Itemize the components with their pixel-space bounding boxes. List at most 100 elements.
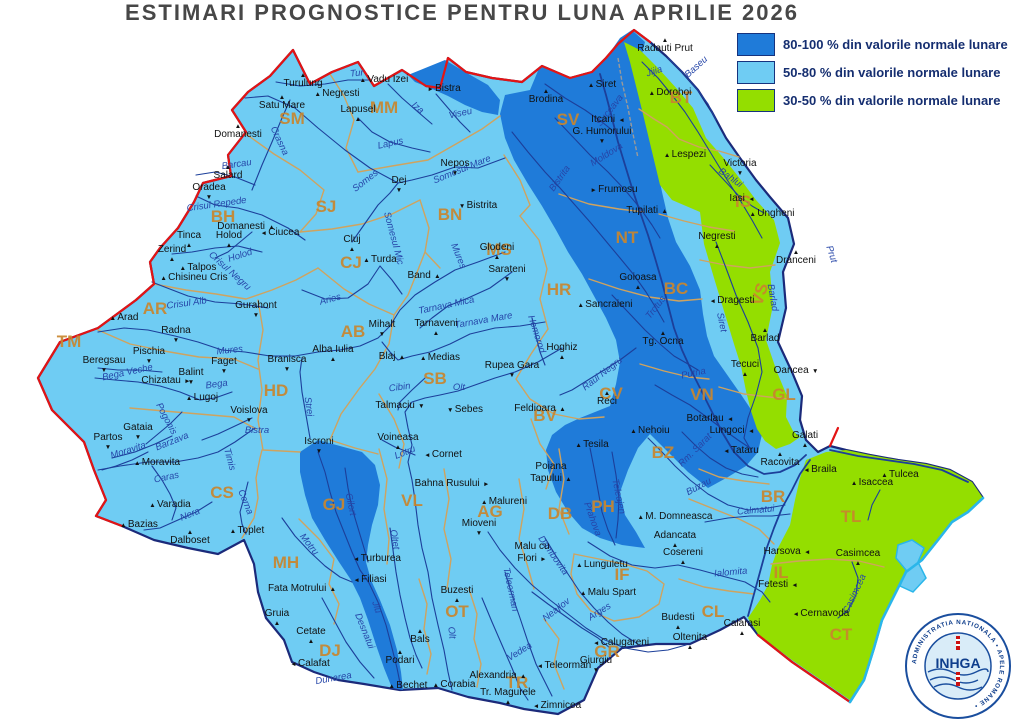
station-label: Branisca bbox=[268, 354, 307, 365]
station-label: ▲ Varadia bbox=[149, 499, 191, 510]
station-marker: ▲ bbox=[330, 356, 336, 363]
legend: 80-100 % din valorile normale lunare 50-8… bbox=[737, 33, 1008, 112]
station-marker: ▲ bbox=[279, 94, 285, 101]
river-label: Jiu bbox=[369, 599, 384, 616]
station-label: Turulung bbox=[283, 78, 322, 89]
river-label: Barcau bbox=[221, 157, 253, 172]
station-label: Faget bbox=[211, 356, 237, 367]
station-label: Salard bbox=[214, 170, 243, 181]
station-marker: ▲ bbox=[762, 327, 768, 334]
station-label: ▼ Sebes bbox=[447, 404, 483, 415]
county-code-OT: OT bbox=[445, 602, 469, 621]
county-code-AG: AG bbox=[477, 502, 503, 521]
station-label: Tecuci bbox=[731, 359, 759, 370]
station-label: ▲ Sancraieni bbox=[577, 299, 632, 310]
logo-gauge-staff bbox=[956, 636, 960, 686]
station-label: ◄ Braila bbox=[803, 464, 837, 475]
river-label: Olt bbox=[445, 626, 457, 640]
station-marker: ▲ bbox=[855, 560, 861, 567]
county-code-AB: AB bbox=[341, 322, 366, 341]
county-code-VL: VL bbox=[401, 491, 423, 510]
station-label: ▲ Turda bbox=[363, 254, 397, 265]
station-label: ◄ Filiasi bbox=[353, 574, 386, 585]
station-marker: ▼ bbox=[221, 368, 227, 375]
river-label: Viseu bbox=[448, 106, 474, 122]
river-label: Gilort bbox=[343, 492, 359, 517]
zone-dark-carpathian-east bbox=[500, 30, 762, 548]
station-label: Dalboset bbox=[170, 535, 210, 546]
station-marker: ▲ bbox=[802, 442, 808, 449]
station-label: Dej bbox=[391, 175, 406, 186]
station-label: Glodeni bbox=[480, 242, 514, 253]
station-label: Adancata bbox=[654, 530, 697, 541]
river-label: Tur bbox=[350, 67, 365, 79]
station-label: ▲ Malureni bbox=[481, 496, 527, 507]
station-marker: ▼ bbox=[452, 170, 458, 177]
station-label: Zerind bbox=[158, 244, 186, 255]
station-marker: ▲ bbox=[660, 330, 666, 337]
station-marker: ▲ bbox=[417, 628, 423, 635]
county-code-BT: BT bbox=[670, 88, 693, 107]
station-marker: ▲ bbox=[235, 123, 241, 130]
county-code-IS: IS bbox=[735, 192, 751, 211]
station-marker: ▲ bbox=[662, 37, 668, 44]
station-label: Hoghiz bbox=[546, 342, 577, 353]
county-code-DJ: DJ bbox=[319, 641, 341, 660]
station-marker: ▲ bbox=[395, 444, 401, 451]
county-code-BH: BH bbox=[211, 207, 236, 226]
station-label: ▲ Negresti bbox=[315, 88, 360, 99]
river-label: Lapus bbox=[377, 135, 405, 151]
station-marker: ▲ bbox=[793, 249, 799, 256]
county-code-CL: CL bbox=[702, 602, 725, 621]
station-label: ◄ Calugareni bbox=[593, 637, 649, 648]
county-code-HD: HD bbox=[264, 381, 289, 400]
zone-green-moldova-east bbox=[624, 42, 800, 449]
station-label: Band ▲ bbox=[407, 270, 440, 281]
station-label: Victoria bbox=[723, 158, 757, 169]
county-code-HR: HR bbox=[547, 280, 572, 299]
station-label: Mioveni bbox=[462, 518, 496, 529]
station-marker: ▼ bbox=[593, 667, 599, 674]
station-label: Budesti bbox=[661, 612, 694, 623]
county-code-SB: SB bbox=[423, 369, 447, 388]
station-marker: ▲ bbox=[433, 330, 439, 337]
station-label: ▲ Arad bbox=[110, 312, 139, 323]
zone-dark-maramures bbox=[408, 60, 500, 115]
county-boundaries bbox=[97, 73, 885, 690]
station-label: Tupilati ▲ bbox=[626, 205, 668, 216]
border-red-west-north bbox=[36, 28, 652, 528]
legend-item-1: 50-80 % din valorile normale lunare bbox=[737, 61, 1008, 84]
station-label: ▲ Lugoj bbox=[186, 392, 218, 403]
station-label: Balint bbox=[178, 367, 203, 378]
station-label: ◄ Dragesti bbox=[710, 295, 755, 306]
county-code-MH: MH bbox=[273, 553, 299, 572]
river-label: Siret bbox=[714, 312, 729, 334]
legend-swatch bbox=[737, 89, 775, 112]
county-code-TR: TR bbox=[506, 673, 529, 692]
station-label: ▲ Ungheni bbox=[749, 208, 794, 219]
station-marker: ▲ bbox=[300, 72, 306, 79]
county-code-GJ: GJ bbox=[323, 495, 346, 514]
station-label: Iscroni bbox=[304, 436, 333, 447]
station-label: Alba Iulia bbox=[312, 344, 354, 355]
county-code-TM: TM bbox=[57, 332, 82, 351]
station-label: ◄ Zimnicea bbox=[533, 700, 582, 711]
station-marker: ▼ bbox=[135, 434, 141, 441]
county-code-CT: CT bbox=[830, 625, 853, 644]
legend-item-0: 80-100 % din valorile normale lunare bbox=[737, 33, 1008, 56]
station-marker: ▲ bbox=[494, 254, 500, 261]
station-label: Botarlau ◄ bbox=[687, 413, 734, 424]
county-code-SM: SM bbox=[279, 109, 305, 128]
river-label: Mures bbox=[216, 344, 244, 358]
river-label: Ialomita bbox=[714, 566, 748, 580]
station-marker: ▲ bbox=[226, 242, 232, 249]
black-sea-coast bbox=[848, 496, 985, 704]
station-label: ▲ Malu Spart bbox=[580, 587, 636, 598]
station-label: Podari bbox=[386, 655, 415, 666]
station-label: ▼ Bistrita bbox=[459, 200, 498, 211]
station-label: Lungoci ◄ bbox=[710, 425, 755, 436]
station-label: Bals bbox=[410, 634, 429, 645]
station-label: ◄ Teleorman bbox=[537, 660, 591, 671]
station-marker: ▼ bbox=[737, 170, 743, 177]
station-label: ▲ Bazias bbox=[120, 519, 158, 530]
